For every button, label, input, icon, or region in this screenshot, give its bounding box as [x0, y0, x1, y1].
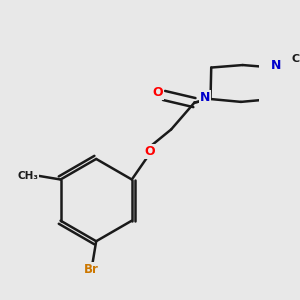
Text: O: O [144, 146, 155, 158]
Text: O: O [152, 86, 163, 99]
Text: CH₃: CH₃ [17, 171, 38, 181]
Text: Br: Br [84, 262, 99, 276]
Text: CH₃: CH₃ [292, 54, 300, 64]
Text: N: N [271, 59, 281, 72]
Text: N: N [200, 91, 210, 104]
